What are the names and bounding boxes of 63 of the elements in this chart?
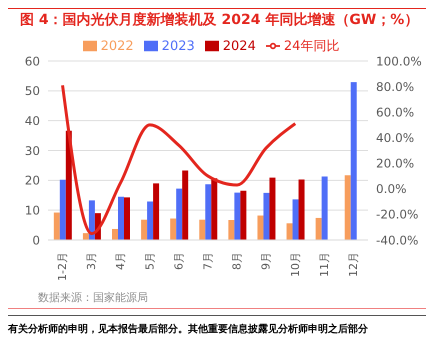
- x-tick-label: 12月: [346, 252, 360, 277]
- legend-label: 2022: [100, 39, 134, 54]
- bar: [322, 176, 328, 240]
- y2-tick-label: 40.0%: [376, 130, 414, 145]
- legend-label: 2023: [162, 39, 195, 54]
- bar: [286, 223, 293, 240]
- x-tick-label: 4月: [114, 252, 128, 270]
- bar: [88, 200, 95, 240]
- x-tick-label: 11月: [318, 252, 331, 277]
- x-tick-label: 6月: [172, 252, 186, 270]
- y-tick-label: 10: [24, 203, 40, 218]
- y-tick-label: 40: [24, 114, 40, 128]
- bar: [82, 233, 89, 240]
- x-tick-label: 9月: [260, 252, 273, 270]
- bar: [199, 220, 206, 240]
- y2-tick-label: 100.0%: [376, 54, 422, 68]
- x-tick-label: 10月: [288, 252, 302, 277]
- y2-tick-label: 20.0%: [376, 156, 414, 171]
- bar: [344, 175, 351, 240]
- x-tick-label: 5月: [143, 252, 156, 270]
- bar: [211, 178, 218, 240]
- bar: [240, 190, 246, 240]
- text: 有关分析师的申明，见本报告最后部分。其他重要信息披露见分析师申明之后部分: [8, 315, 426, 336]
- bar: [182, 170, 188, 240]
- x-tick-label: 7月: [202, 252, 214, 270]
- y-tick-label: 60: [24, 54, 40, 68]
- source-note: 数据来源：国家能源局: [8, 288, 426, 309]
- bar: [54, 212, 60, 240]
- y-tick-label: 20: [24, 174, 40, 188]
- x-tick-label: 1-2月: [56, 252, 70, 281]
- bar: [263, 192, 270, 240]
- bar: [118, 196, 124, 240]
- bar: [298, 179, 305, 240]
- x-tick-label: 3月: [85, 252, 98, 270]
- bar: [205, 184, 212, 240]
- bar: [60, 180, 66, 240]
- bar: [112, 228, 118, 240]
- bar: [153, 183, 160, 240]
- bar: [292, 199, 299, 240]
- bar: [228, 220, 234, 240]
- y2-tick-label: -40.0%: [376, 233, 418, 248]
- y2-tick-label: 80.0%: [376, 80, 414, 94]
- y2-tick-label: 60.0%: [376, 105, 414, 120]
- bar: [141, 220, 148, 240]
- y-tick-label: 50: [24, 84, 40, 98]
- bar: [170, 218, 176, 240]
- bar: [350, 82, 357, 240]
- legend-label: 24年同比: [284, 39, 340, 54]
- y-tick-label: 30: [24, 144, 40, 158]
- bar: [316, 218, 322, 240]
- bar: [257, 216, 264, 240]
- chart-title: 图 4：国内光伏月度新增装机及 2024 年同比增速（GW；%）: [8, 8, 426, 33]
- line-series: [61, 84, 297, 236]
- x-tick-label: 8月: [230, 252, 244, 270]
- bar: [147, 202, 154, 240]
- y2-tick-label: 0.0%: [376, 182, 406, 196]
- bar: [234, 192, 240, 240]
- y-tick-label: 0: [32, 233, 40, 248]
- legend-label: 2024: [222, 39, 256, 54]
- y2-tick-label: -20.0%: [376, 208, 418, 222]
- bar: [176, 188, 182, 240]
- bar: [269, 178, 276, 240]
- bar: [124, 197, 130, 240]
